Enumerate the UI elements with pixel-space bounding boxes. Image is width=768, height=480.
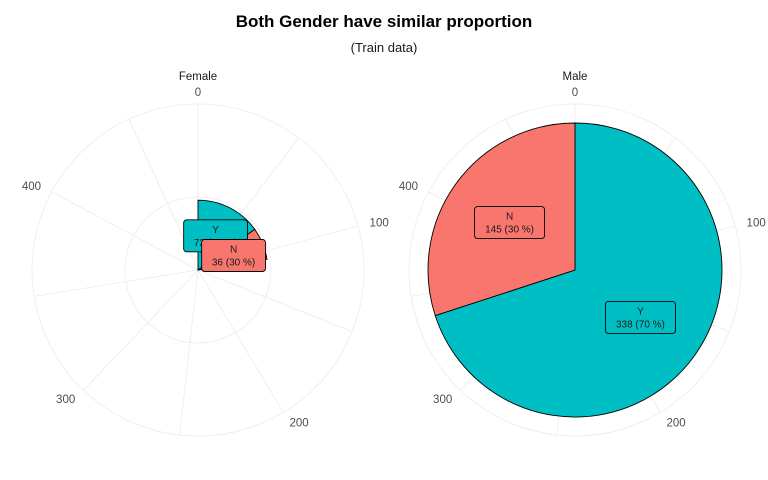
grid-spoke xyxy=(197,269,353,333)
theta-tick-label: 400 xyxy=(399,181,418,193)
slice-label-value: 145 (30 %) xyxy=(485,225,534,236)
slice-label-category: N xyxy=(506,212,513,223)
slice-label-value: 36 (30 %) xyxy=(212,258,255,269)
slice-label-category: Y xyxy=(212,225,219,236)
theta-tick-label: 0 xyxy=(195,87,201,99)
chart-title: Both Gender have similar proportion xyxy=(235,12,533,31)
grid-spoke xyxy=(83,269,199,391)
grid-spoke xyxy=(51,191,199,271)
slice-label-category: N xyxy=(230,245,237,256)
theta-tick-label: 0 xyxy=(572,87,578,99)
grid-spoke xyxy=(197,269,284,413)
theta-tick-label: 200 xyxy=(666,418,685,430)
theta-tick-label: 200 xyxy=(289,418,308,430)
theta-tick-label: 100 xyxy=(747,218,766,230)
pie-slice-Y xyxy=(434,122,723,418)
theta-tick-label: 300 xyxy=(56,394,75,406)
panel-label: Female xyxy=(179,71,217,83)
grid-spoke xyxy=(179,269,199,436)
theta-tick-label: 400 xyxy=(22,181,41,193)
slice-label-box xyxy=(201,239,266,272)
chart-subtitle: (Train data) xyxy=(350,40,418,55)
grid-spoke xyxy=(34,269,199,297)
theta-tick-label: 100 xyxy=(370,218,389,230)
slice-label-box xyxy=(474,206,546,239)
slice-label-category: Y xyxy=(637,306,644,317)
slice-label-value: 338 (70 %) xyxy=(616,319,665,330)
panel-label: Male xyxy=(563,71,588,83)
slice-label-box xyxy=(604,301,676,334)
theta-tick-label: 300 xyxy=(433,394,452,406)
